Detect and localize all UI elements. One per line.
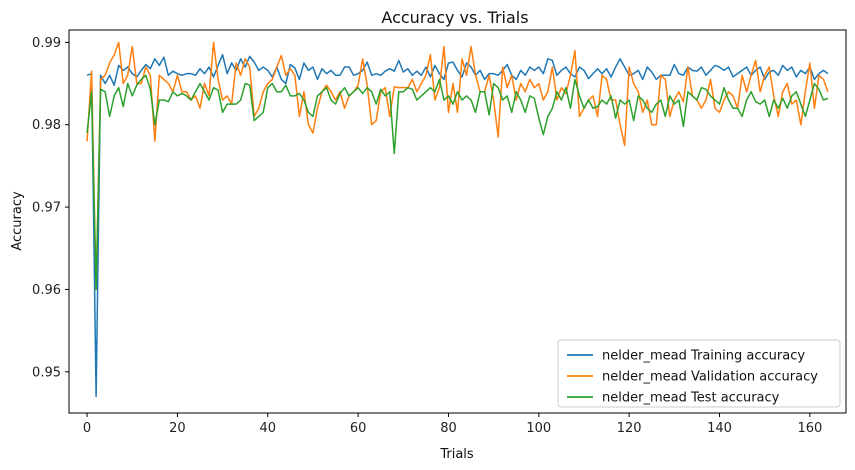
y-tick-label: 0.98 <box>32 118 61 133</box>
x-tick-label: 20 <box>169 421 186 436</box>
y-axis: 0.95 0.96 0.97 0.98 0.99 <box>32 36 69 380</box>
x-tick-label: 40 <box>259 421 276 436</box>
legend: nelder_mead Training accuracy nelder_mead… <box>557 339 841 408</box>
legend-label-0: nelder_mead Training accuracy <box>602 349 805 364</box>
y-axis-label: Accuracy <box>10 191 25 251</box>
x-axis: 0 20 40 60 80 100 120 140 160 <box>83 413 822 436</box>
y-tick-label: 0.95 <box>32 365 61 380</box>
x-tick-label: 100 <box>526 421 551 436</box>
y-tick-label: 0.97 <box>32 201 61 216</box>
legend-label-1: nelder_mead Validation accuracy <box>602 370 818 385</box>
x-tick-label: 60 <box>350 421 367 436</box>
chart-title: Accuracy vs. Trials <box>381 8 528 27</box>
x-tick-label: 140 <box>707 421 732 436</box>
series-line-1 <box>86 41 829 291</box>
plot-area <box>68 29 847 414</box>
x-tick-label: 160 <box>797 421 822 436</box>
legend-label-2: nelder_mead Test accuracy <box>602 391 780 406</box>
y-tick-label: 0.99 <box>32 36 61 51</box>
legend-box <box>557 339 841 408</box>
x-tick-label: 120 <box>617 421 642 436</box>
x-axis-label: Trials <box>439 447 474 462</box>
x-tick-label: 80 <box>440 421 457 436</box>
y-tick-label: 0.96 <box>32 283 61 298</box>
x-tick-label: 0 <box>83 421 91 436</box>
series-line-2 <box>86 74 829 291</box>
series-layer <box>86 41 829 398</box>
